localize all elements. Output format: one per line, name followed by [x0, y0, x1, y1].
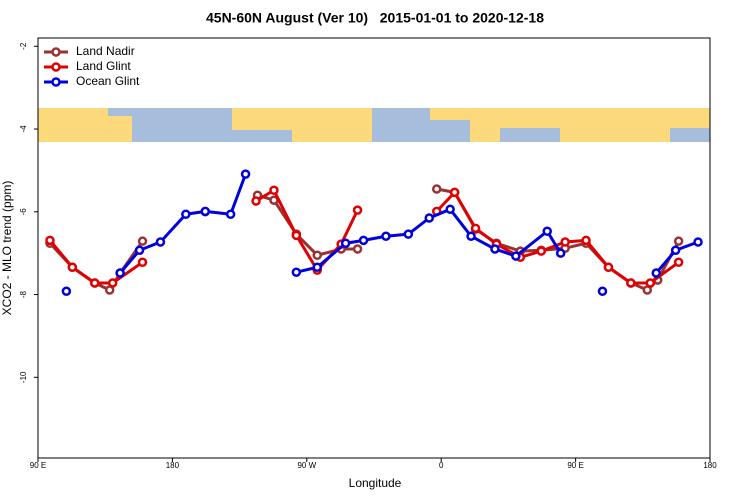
series-point: [470, 223, 481, 234]
series-point: [137, 236, 148, 246]
legend-marker: [51, 77, 61, 87]
series-point: [352, 244, 363, 254]
series-point: [445, 204, 455, 215]
series-line: [118, 173, 247, 275]
series-point: [381, 231, 391, 241]
x-tick-label: 90 E: [567, 461, 583, 470]
series-point: [269, 185, 279, 196]
y-tick-label: -6: [19, 208, 28, 216]
series-point: [181, 209, 191, 220]
series-point: [134, 245, 145, 256]
series-point: [312, 262, 323, 272]
series-point: [155, 237, 166, 247]
series-point: [403, 229, 414, 239]
series-point: [352, 205, 363, 215]
series-point: [291, 267, 302, 277]
x-tick-label: 90 E: [30, 461, 46, 470]
x-tick-label: 180: [166, 461, 180, 470]
plot-frame: [37, 37, 711, 459]
x-tick-label: 180: [703, 461, 717, 470]
y-tick-label: -4: [19, 125, 28, 133]
series-point: [670, 245, 681, 256]
legend-marker: [51, 62, 61, 72]
series-point: [225, 209, 236, 220]
series-point: [555, 248, 566, 258]
series-point: [312, 250, 323, 260]
series-point: [107, 278, 118, 288]
series-point: [251, 196, 261, 206]
x-axis-label: Longitude: [349, 476, 402, 490]
series-point: [581, 235, 591, 246]
series-point: [560, 237, 570, 247]
y-tick-label: -10: [19, 371, 28, 383]
y-tick-label: -2: [19, 42, 28, 50]
series-point: [89, 278, 100, 288]
chart-title: 45N-60N August (Ver 10) 2015-01-01 to 20…: [206, 10, 544, 26]
series-point: [511, 251, 521, 261]
series-point: [61, 286, 72, 296]
series-point: [291, 230, 302, 241]
legend-label: Land Nadir: [76, 44, 135, 58]
series-point: [340, 238, 351, 248]
series-point: [490, 244, 500, 254]
legend-marker: [51, 47, 61, 57]
series-point: [597, 286, 608, 296]
series-point: [542, 226, 552, 236]
map-land: [38, 108, 710, 142]
x-tick-label: 90 W: [297, 461, 316, 470]
series-point: [431, 184, 442, 194]
series-point: [424, 213, 435, 223]
series-point: [200, 206, 211, 217]
y-tick-label: -8: [19, 290, 28, 298]
series-point: [626, 278, 636, 288]
x-tick-label: 0: [439, 461, 444, 470]
series-point: [240, 169, 251, 179]
y-axis-label: XCO2 - MLO trend (ppm): [0, 181, 14, 316]
series-point: [115, 268, 125, 278]
series-point: [137, 257, 148, 268]
series-point: [603, 262, 614, 272]
series-point: [645, 278, 656, 288]
series-point: [651, 268, 661, 278]
series-point: [693, 237, 703, 247]
series-point: [67, 262, 78, 272]
legend-label: Ocean Glint: [76, 74, 140, 88]
series-point: [673, 236, 684, 246]
legend-label: Land Glint: [76, 59, 131, 73]
series-point: [449, 187, 460, 198]
series-point: [45, 235, 55, 246]
series-point: [673, 257, 684, 268]
series-point: [466, 231, 476, 241]
series-point: [358, 235, 369, 246]
series-point: [536, 246, 547, 256]
